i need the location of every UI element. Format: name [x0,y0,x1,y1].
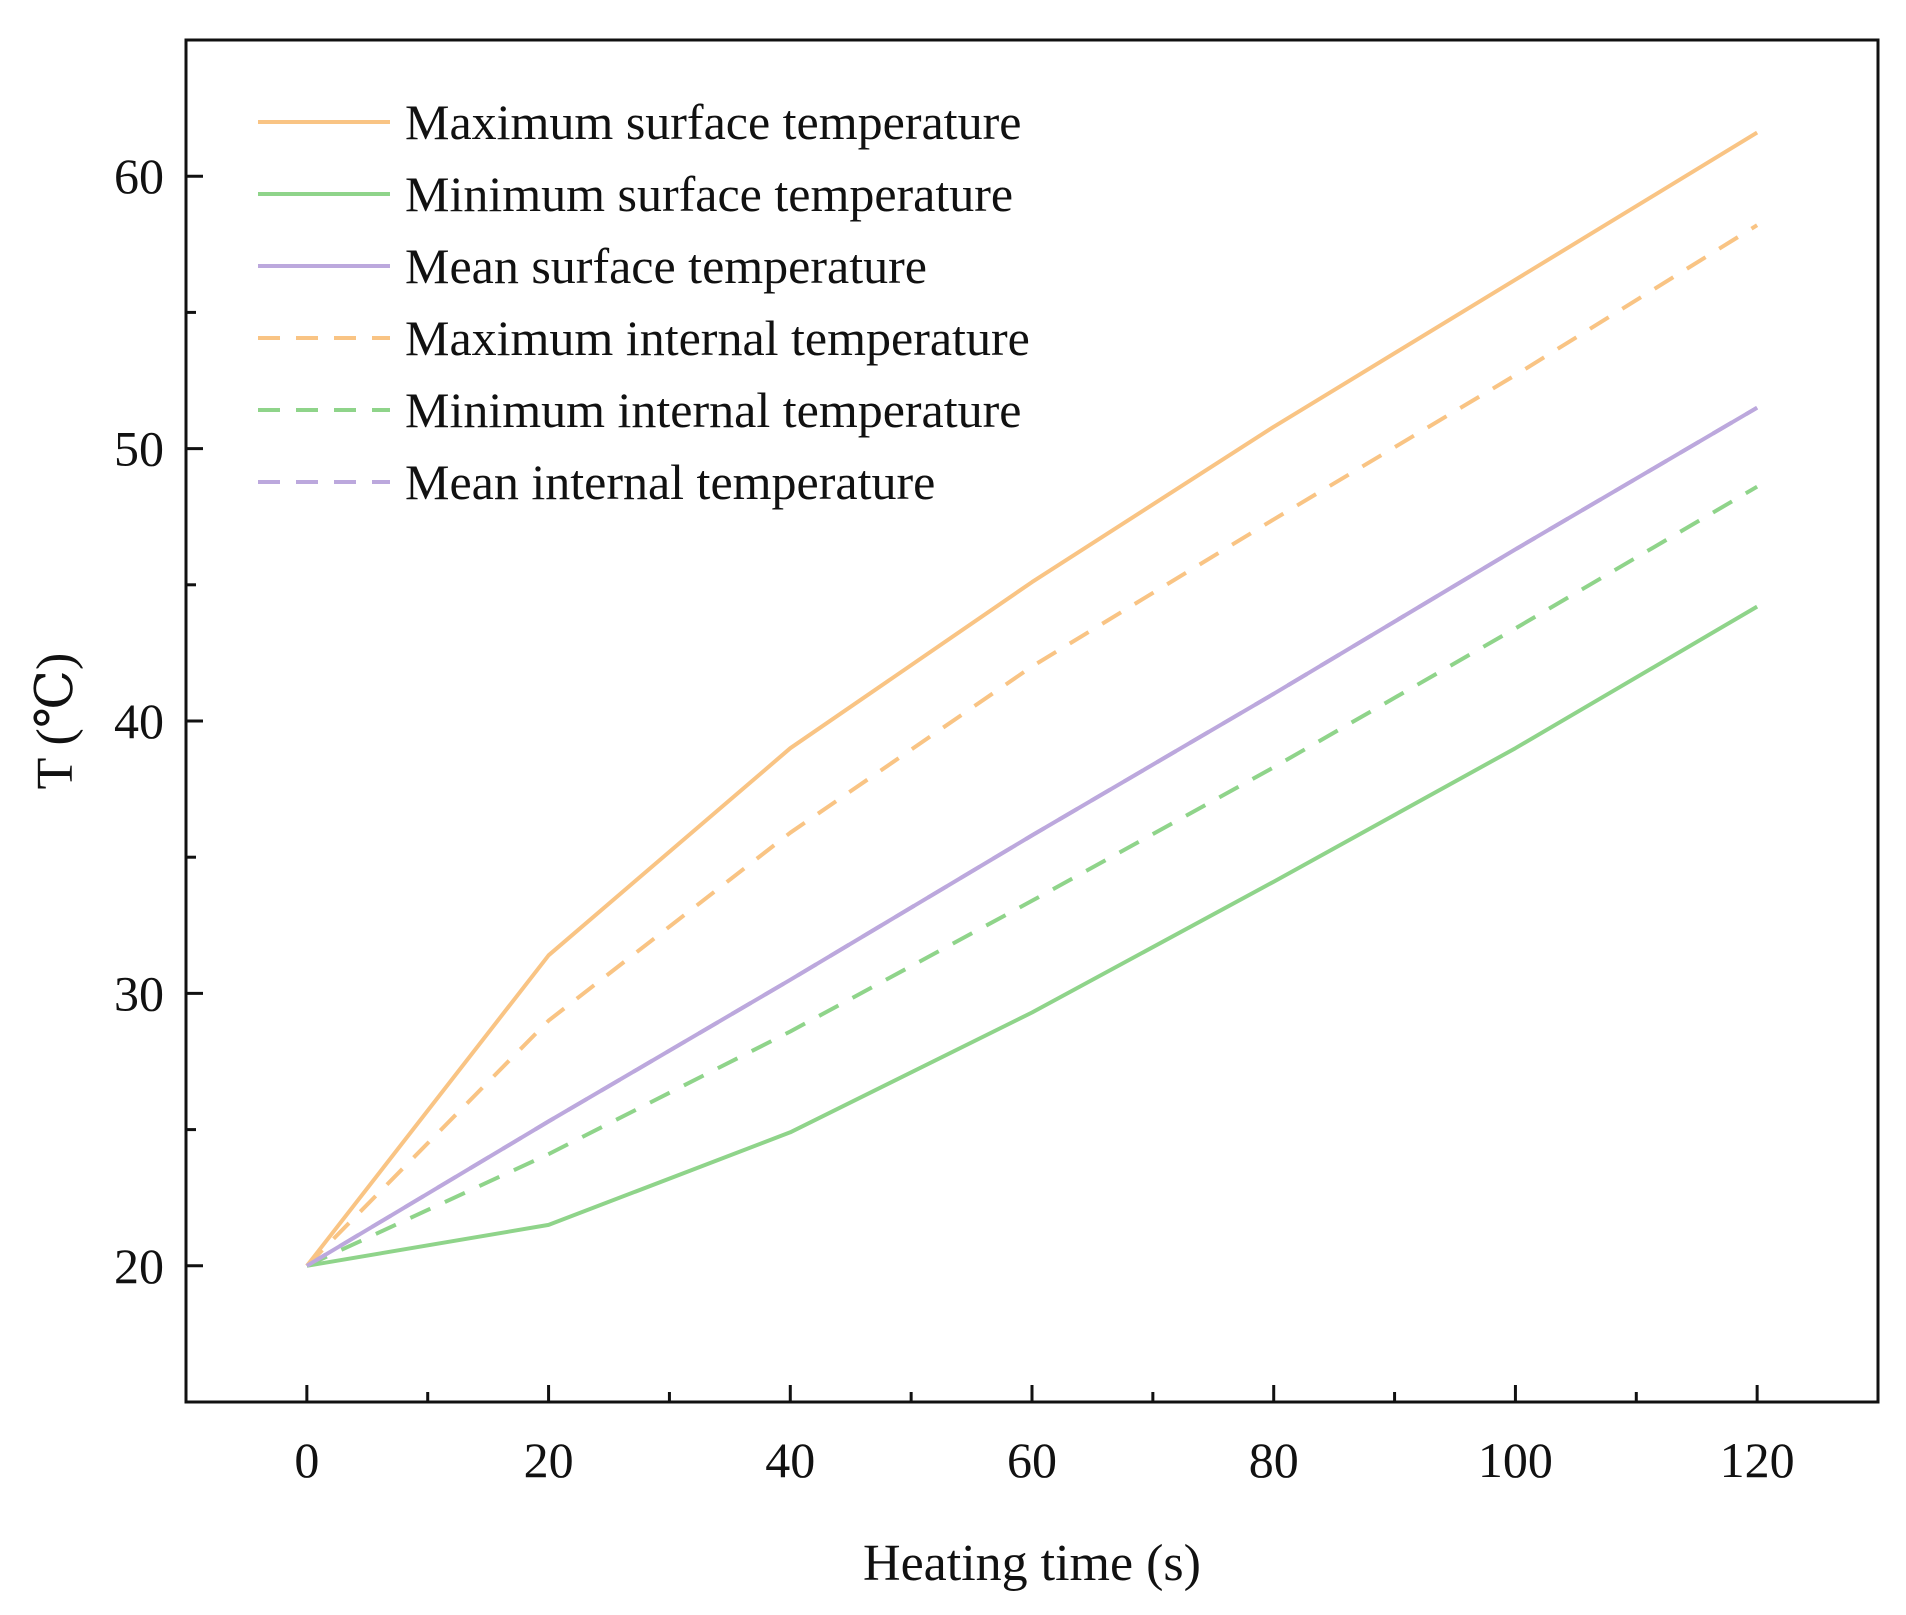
x-tick-label: 80 [1249,1432,1299,1488]
y-axis-title: T (℃) [27,653,84,790]
legend-label: Maximum surface temperature [405,94,1021,150]
x-tick-label: 20 [524,1432,574,1488]
x-tick-label: 120 [1720,1432,1795,1488]
y-tick-label: 50 [114,421,164,477]
y-tick-label: 40 [114,693,164,749]
legend-label: Mean internal temperature [405,454,935,510]
series-line-mean-surface-temperature [305,405,1759,1268]
x-axis-title: Heating time (s) [863,1535,1201,1592]
x-tick-label: 0 [294,1432,319,1488]
y-tick-label: 60 [114,148,164,204]
axes: 0 20 40 60 80 100 120 20 30 40 50 60 [114,38,1880,1488]
series-line-maximum-internal-temperature [305,223,1759,1268]
legend-label: Maximum internal temperature [405,310,1030,366]
series-line-minimum-internal-temperature [306,484,1759,1268]
series-line-maximum-surface-temperature [305,130,1759,1268]
legend: Maximum surface temperature Minimum surfa… [258,94,1030,510]
x-tick-label: 60 [1007,1432,1057,1488]
x-tick-label: 40 [765,1432,815,1488]
y-tick-label: 20 [114,1238,164,1294]
legend-label: Minimum internal temperature [405,382,1021,438]
series-group [305,130,1759,1268]
legend-label: Mean surface temperature [405,238,927,294]
x-tick-label: 100 [1478,1432,1553,1488]
legend-label: Minimum surface temperature [405,166,1013,222]
y-tick-label: 30 [114,965,164,1021]
series-line-minimum-surface-temperature [306,604,1759,1268]
